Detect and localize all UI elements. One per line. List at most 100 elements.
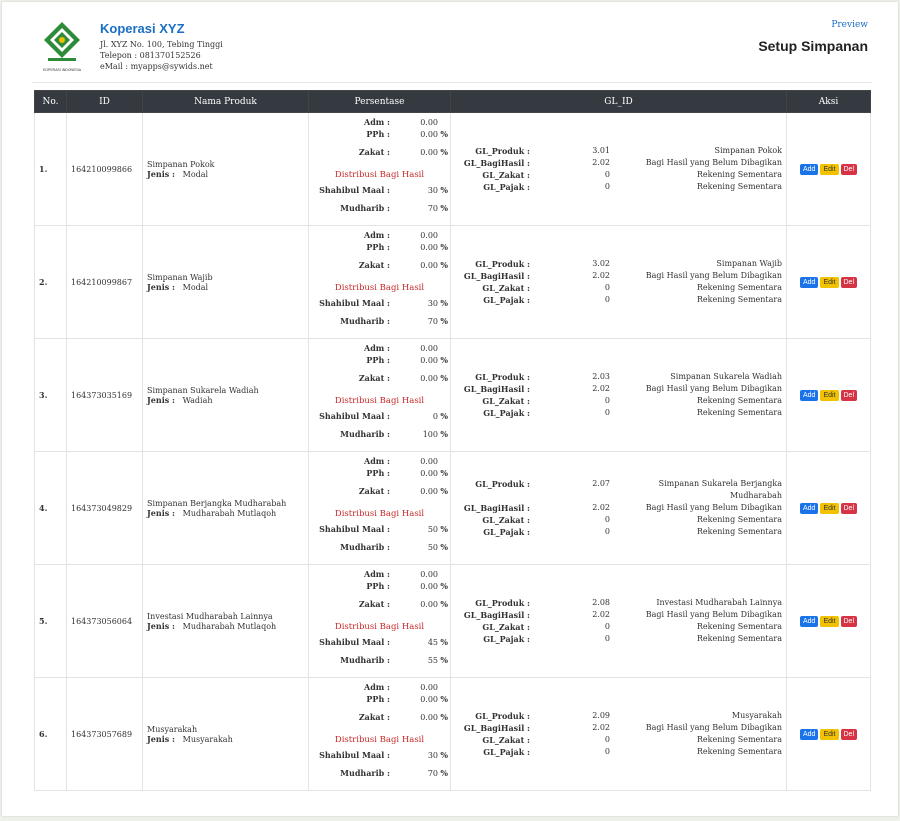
preview-link[interactable]: Preview bbox=[831, 20, 868, 30]
mudharib-value: 70 bbox=[427, 204, 438, 213]
gl-zakat-desc: Rekening Sementara bbox=[696, 170, 782, 179]
gl-pajak-desc: Rekening Sementara bbox=[696, 295, 782, 304]
gl-produk-line: GL_Produk : 2.07 Simpanan Sukarela Berjang… bbox=[451, 478, 786, 500]
zakat-unit: % bbox=[440, 599, 448, 609]
add-button[interactable]: Add bbox=[799, 163, 819, 175]
gl-zakat-label: GL_Zakat : bbox=[482, 622, 530, 632]
product-type: Jenis : Wadiah bbox=[147, 395, 304, 405]
row-gl-id: GL_Produk : 2.09 Musyarakah GL_BagiHasil :… bbox=[450, 677, 787, 791]
delete-button[interactable]: Del bbox=[840, 615, 858, 627]
edit-button[interactable]: Edit bbox=[820, 276, 839, 288]
gl-bagihasil-line: GL_BagiHasil : 2.02 Bagi Hasil yang Belum … bbox=[451, 383, 786, 395]
delete-button[interactable]: Del bbox=[840, 502, 858, 514]
row-product: Musyarakah Jenis : Musyarakah bbox=[142, 677, 309, 791]
adm-line: Adm : 0.00 bbox=[309, 569, 450, 580]
gl-bagihasil-desc: Bagi Hasil yang Belum Dibagikan bbox=[645, 610, 782, 619]
product-name: Simpanan Pokok bbox=[147, 159, 215, 169]
mudharib-line: Mudharib : 50% bbox=[309, 542, 450, 553]
add-button[interactable]: Add bbox=[799, 615, 819, 627]
gl-bagihasil-label: GL_BagiHasil : bbox=[463, 503, 530, 513]
row-gl-id: GL_Produk : 3.02 Simpanan Wajib GL_BagiHas… bbox=[450, 225, 787, 339]
gl-zakat-value: 0 bbox=[604, 735, 610, 744]
adm-value: 0.00 bbox=[420, 457, 438, 466]
product-type: Jenis : Mudharabah Mutlaqoh bbox=[147, 621, 304, 631]
product-type: Jenis : Modal bbox=[147, 282, 304, 292]
mudharib-line: Mudharib : 55% bbox=[309, 655, 450, 666]
row-product: Simpanan Wajib Jenis : Modal bbox=[142, 225, 309, 339]
gl-produk-label: GL_Produk : bbox=[475, 259, 530, 269]
add-button[interactable]: Add bbox=[799, 502, 819, 514]
adm-label: Adm : bbox=[363, 456, 390, 466]
row-actions: Add Edit Del bbox=[786, 225, 871, 339]
table-row: 2. 164210099867 Simpanan Wajib Jenis : M… bbox=[34, 225, 871, 339]
adm-value: 0.00 bbox=[420, 683, 438, 692]
delete-button[interactable]: Del bbox=[840, 276, 858, 288]
row-actions: Add Edit Del bbox=[786, 112, 871, 226]
gl-pajak-line: GL_Pajak : 0 Rekening Sementara bbox=[451, 633, 786, 645]
gl-bagihasil-label: GL_BagiHasil : bbox=[463, 610, 530, 620]
edit-button[interactable]: Edit bbox=[820, 728, 839, 740]
col-header-no: No. bbox=[34, 90, 67, 113]
pph-unit: % bbox=[440, 355, 448, 365]
row-gl-id: GL_Produk :2.03 Simpanan Sukarela Wadiah … bbox=[450, 338, 787, 452]
col-header-persentase: Persentase bbox=[308, 90, 451, 113]
mudharib-line: Mudharib : 100% bbox=[309, 429, 450, 440]
edit-button[interactable]: Edit bbox=[820, 163, 839, 175]
gl-produk-desc: Simpanan Wajib bbox=[716, 259, 782, 268]
gl-produk-line: GL_Produk : 3.02 Simpanan Wajib bbox=[451, 258, 786, 270]
gl-pajak-label: GL_Pajak : bbox=[483, 295, 530, 305]
shahibul-line: Shahibul Maal : 45% bbox=[309, 637, 450, 648]
pph-label: PPh : bbox=[366, 242, 390, 252]
gl-zakat-value: 0 bbox=[604, 396, 610, 405]
pph-label: PPh : bbox=[366, 355, 390, 365]
shahibul-label: Shahibul Maal : bbox=[319, 750, 390, 760]
edit-button[interactable]: Edit bbox=[820, 389, 839, 401]
pph-value: 0.00 bbox=[420, 695, 438, 704]
product-name: Investasi Mudharabah Lainnya bbox=[147, 611, 273, 621]
zakat-unit: % bbox=[440, 260, 448, 270]
distribusi-bagi-hasil-label: Distribusi Bagi Hasil bbox=[334, 396, 425, 406]
pph-label: PPh : bbox=[366, 468, 390, 478]
gl-produk-value: 3.01 bbox=[592, 146, 610, 155]
gl-bagihasil-desc: Bagi Hasil yang Belum Dibagikan bbox=[645, 723, 782, 732]
gl-bagihasil-line: GL_BagiHasil : 2.02 Bagi Hasil yang Belum … bbox=[451, 270, 786, 282]
gl-produk-value: 2.07 bbox=[592, 479, 610, 488]
pph-value: 0.00 bbox=[420, 582, 438, 591]
mudharib-line: Mudharib : 70% bbox=[309, 203, 450, 214]
row-product: Investasi Mudharabah Lainnya Jenis : Mud… bbox=[142, 564, 309, 678]
row-persentase: Adm : 0.00 PPh : 0.00% Zakat : 0.00% Distri… bbox=[308, 225, 451, 339]
shahibul-unit: % bbox=[440, 298, 448, 308]
table-row: 3. 164373035169 Simpanan Sukarela Wadiah… bbox=[34, 338, 871, 452]
company-name: Koperasi XYZ bbox=[100, 21, 185, 36]
row-product: Simpanan Berjangka Mudharabah Jenis : Mu… bbox=[142, 451, 309, 565]
row-product: Simpanan Pokok Jenis : Modal bbox=[142, 112, 309, 226]
distribusi-bagi-hasil-label: Distribusi Bagi Hasil bbox=[334, 509, 425, 519]
edit-button[interactable]: Edit bbox=[820, 615, 839, 627]
mudharib-value: 70 bbox=[427, 769, 438, 778]
add-button[interactable]: Add bbox=[799, 276, 819, 288]
delete-button[interactable]: Del bbox=[840, 389, 858, 401]
row-persentase: Adm : 0.00 PPh : 0.00% Zakat : 0.00% Distri… bbox=[308, 564, 451, 678]
gl-zakat-label: GL_Zakat : bbox=[482, 170, 530, 180]
gl-bagihasil-label: GL_BagiHasil : bbox=[463, 158, 530, 168]
add-button[interactable]: Add bbox=[799, 389, 819, 401]
table-header-row: No. ID Nama Produk Persentase GL_ID Aksi bbox=[34, 90, 871, 113]
delete-button[interactable]: Del bbox=[840, 163, 858, 175]
shahibul-label: Shahibul Maal : bbox=[319, 298, 390, 308]
product-type: Jenis : Modal bbox=[147, 169, 304, 179]
gl-pajak-label: GL_Pajak : bbox=[483, 408, 530, 418]
shahibul-line: Shahibul Maal : 30% bbox=[309, 185, 450, 196]
row-number: 4. bbox=[34, 451, 67, 565]
row-id: 164210099867 bbox=[66, 225, 143, 339]
mudharib-line: Mudharib : 70% bbox=[309, 768, 450, 779]
add-button[interactable]: Add bbox=[799, 728, 819, 740]
edit-button[interactable]: Edit bbox=[820, 502, 839, 514]
mudharib-label: Mudharib : bbox=[340, 429, 390, 439]
delete-button[interactable]: Del bbox=[840, 728, 858, 740]
table-row: 1. 164210099866 Simpanan Pokok Jenis : M… bbox=[34, 112, 871, 226]
gl-zakat-desc: Rekening Sementara bbox=[696, 283, 782, 292]
gl-zakat-label: GL_Zakat : bbox=[482, 735, 530, 745]
gl-produk-label: GL_Produk : bbox=[475, 711, 530, 721]
pph-line: PPh : 0.00% bbox=[309, 468, 450, 479]
mudharib-unit: % bbox=[440, 316, 448, 326]
